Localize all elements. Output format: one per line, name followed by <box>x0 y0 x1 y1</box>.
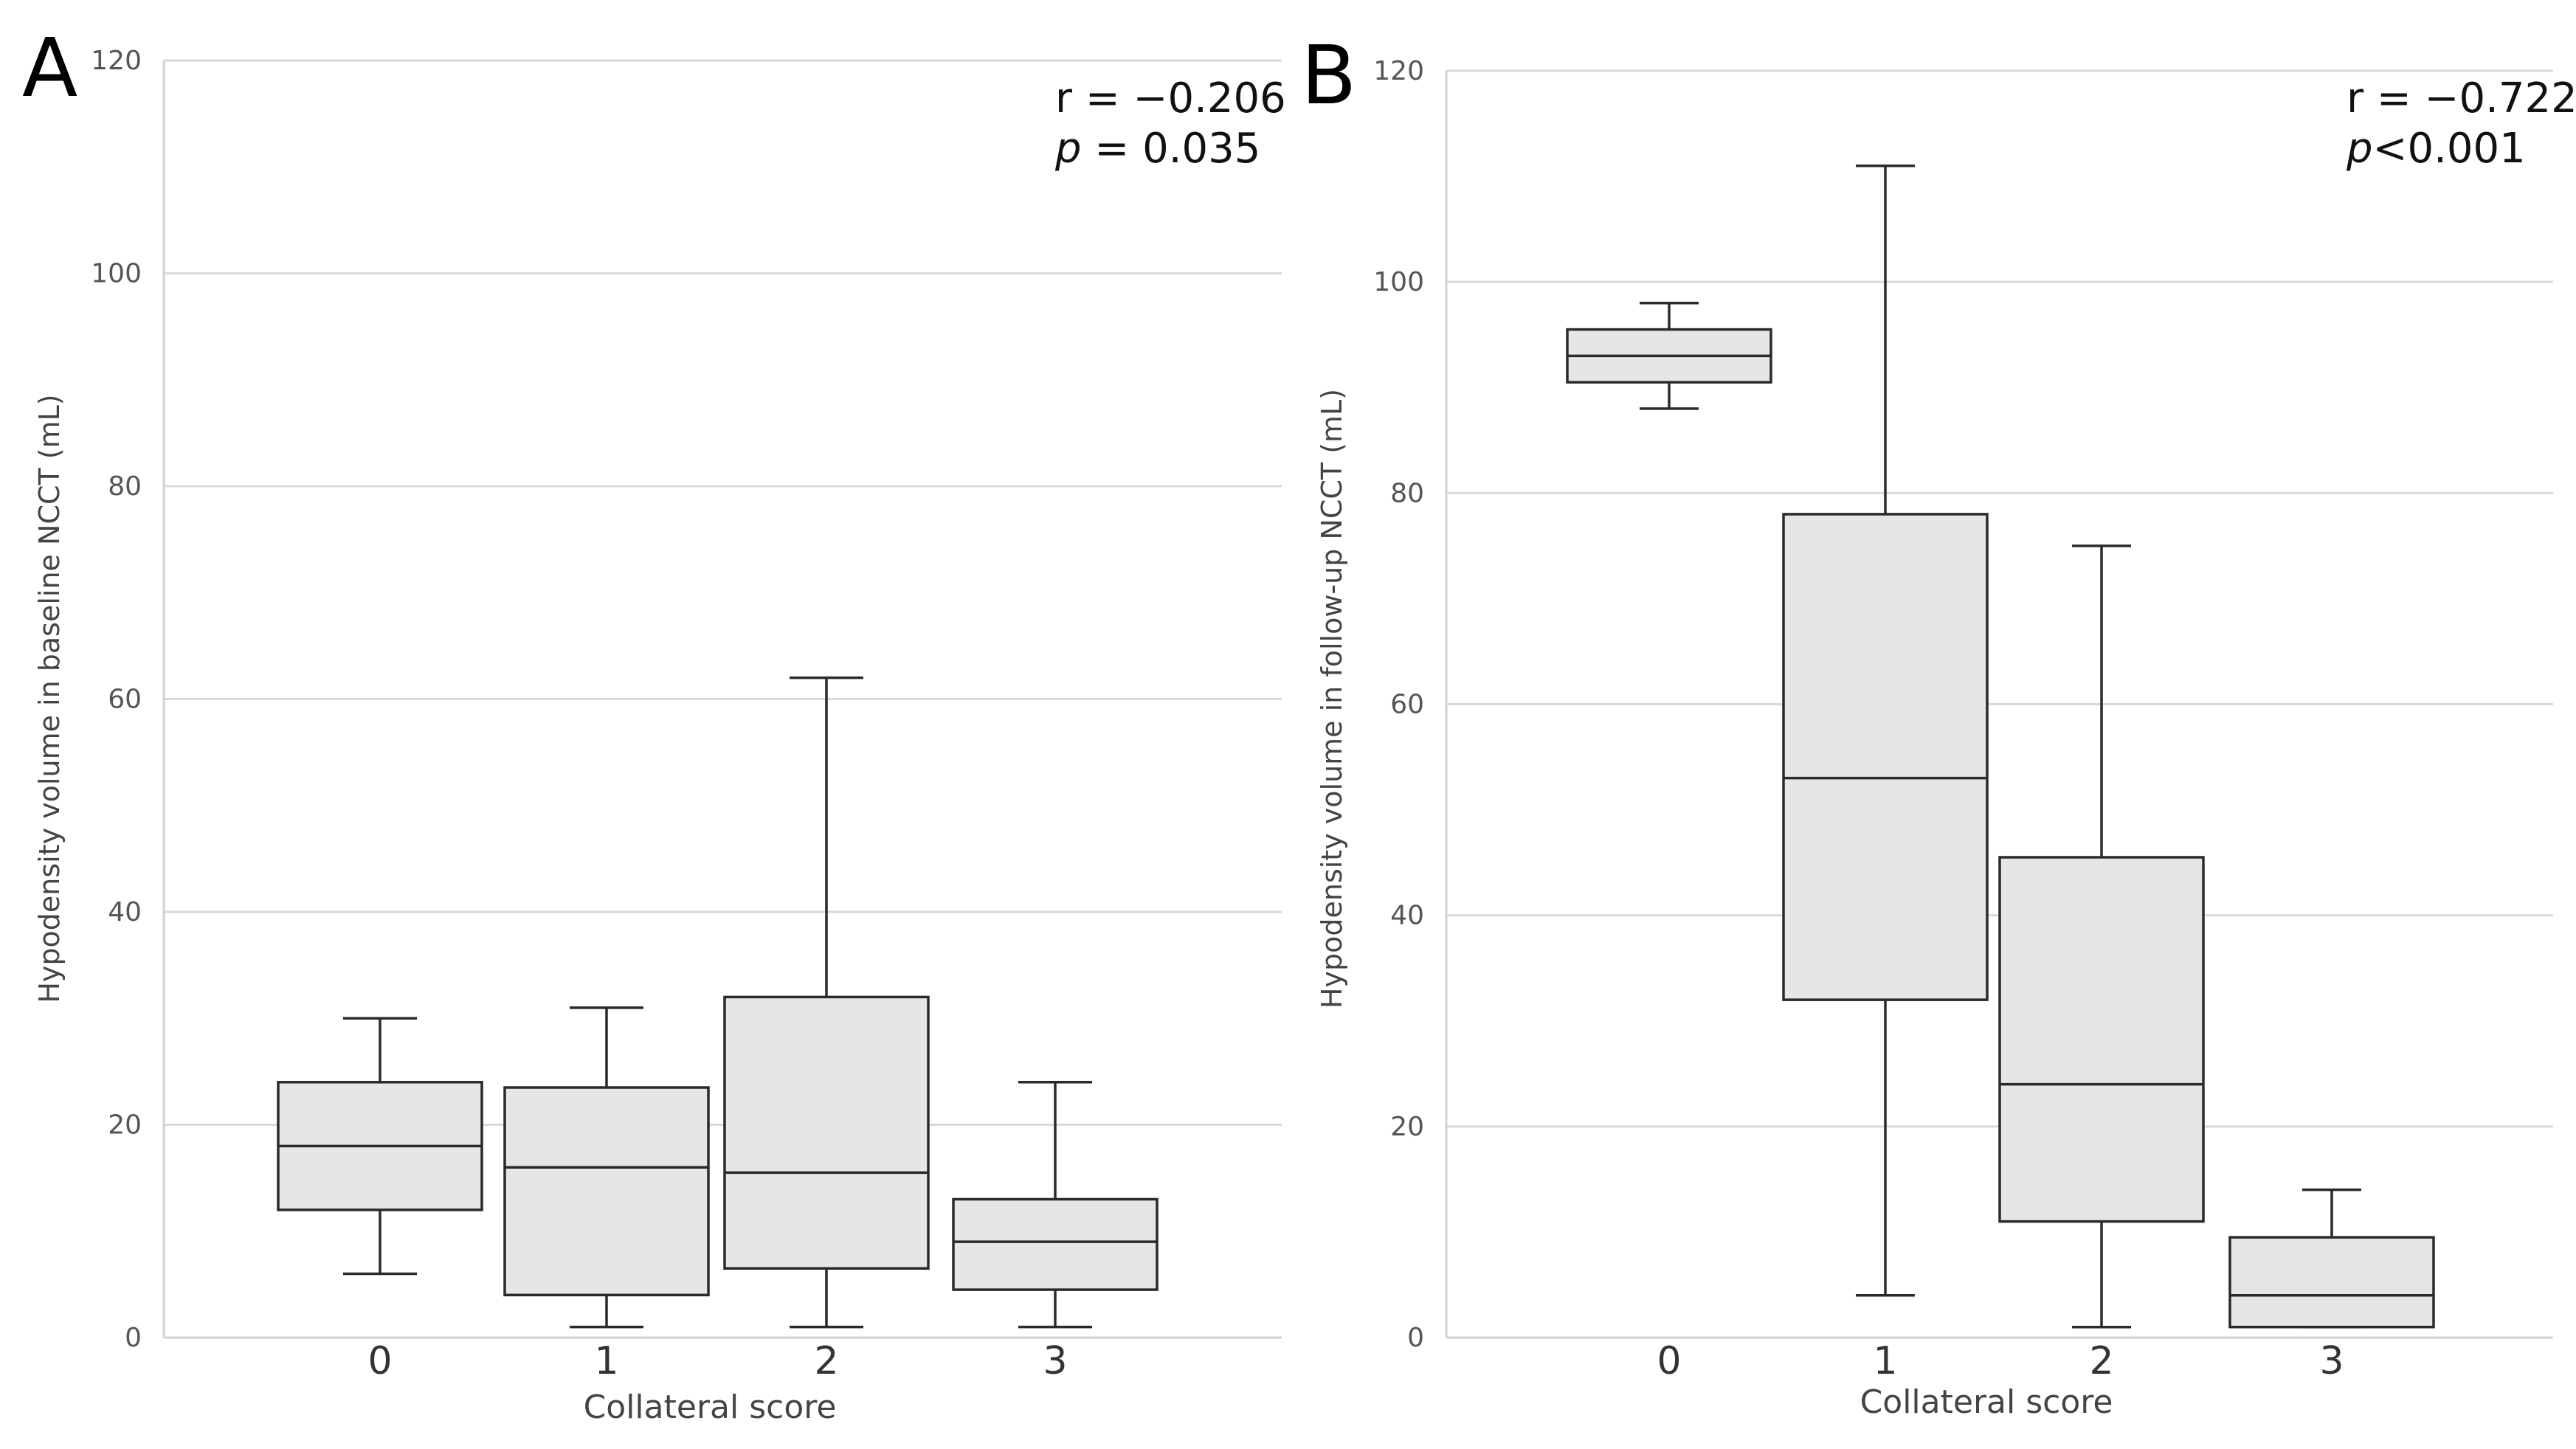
panel-a-y-axis-label: Hypodensity volume in baseline NCCT (mL) <box>33 394 66 1003</box>
panel-b-y-axis-label: Hypodensity volume in follow-up NCCT (mL… <box>1316 389 1348 1009</box>
panel-b-iqr-box-3 <box>2228 1236 2435 1329</box>
panel-b-p-value: <0.001 <box>2373 125 2526 173</box>
panel-a-y-tick-label: 40 <box>108 897 142 927</box>
panel-b-correlation-label: r = <box>2347 75 2425 122</box>
panel-b-x-tick-label: 1 <box>1873 1339 1897 1383</box>
panel-b-y-tick-label: 40 <box>1390 901 1424 931</box>
panel-a-iqr-box-2 <box>723 995 930 1270</box>
panel-a-x-tick-label: 2 <box>814 1339 838 1383</box>
panel-b-x-axis-label: Collateral score <box>1860 1383 2113 1421</box>
panel-b-y-tick-label: 100 <box>1373 267 1424 297</box>
panel-a-y-tick-label: 80 <box>108 471 142 502</box>
panel-b-p-value-text: p<0.001 <box>2346 125 2526 173</box>
panel-b-p-symbol: p <box>2346 125 2373 173</box>
panel-a-y-tick-label: 0 <box>125 1323 142 1353</box>
panel-a-p-value: = 0.035 <box>1082 125 1261 173</box>
panel-b-y-tick-label: 0 <box>1407 1323 1424 1353</box>
panel-a-box-3 <box>952 1081 1158 1329</box>
panel-a-box-1 <box>503 1006 710 1329</box>
panel-a-iqr-box-3 <box>952 1197 1158 1291</box>
panel-b-y-tick-label: 20 <box>1390 1112 1424 1142</box>
panel-a-x-tick-label: 1 <box>594 1339 618 1383</box>
panel-a-y-tick-label: 100 <box>91 259 142 289</box>
panel-b-box-1 <box>1782 165 1989 1297</box>
panel-a-y-tick-label: 20 <box>108 1110 142 1141</box>
panel-b-iqr-box-2 <box>1998 856 2205 1223</box>
panel-a-x-tick-label: 3 <box>1043 1339 1067 1383</box>
panel-b-box-2 <box>1998 544 2205 1329</box>
panel-b-box-3 <box>2228 1188 2435 1329</box>
panel-a-y-tick-label: 60 <box>108 685 142 715</box>
panel-b-x-tick-label: 2 <box>2089 1339 2113 1383</box>
panel-b-correlation-value: −0.722 <box>2425 75 2576 122</box>
panel-b-iqr-box-1 <box>1782 513 1989 1001</box>
panel-a-chart: 0 20 40 60 80 100 120 0 1 2 3 Collateral score Hypod… <box>22 21 1286 1426</box>
panel-b-y-tick-label: 80 <box>1390 478 1424 508</box>
panel-a-correlation-text: r = −0.206 <box>1055 75 1286 122</box>
panel-b-y-tick-label: 120 <box>1373 56 1424 86</box>
panel-b-y-tick-label: 60 <box>1390 690 1424 720</box>
panel-a-y-tick-label: 120 <box>91 46 142 76</box>
panel-b-x-tick-label: 0 <box>1657 1339 1681 1383</box>
panel-b-correlation-text: r = −0.722 <box>2347 75 2576 122</box>
panel-a-box-2 <box>723 676 930 1329</box>
panel-a-correlation-value: −0.206 <box>1133 75 1286 122</box>
panel-a-p-symbol: p <box>1054 125 1082 173</box>
panel-a-p-value-text: p = 0.035 <box>1054 125 1260 173</box>
panel-a-iqr-box-1 <box>503 1086 710 1297</box>
panel-b-chart: 0 20 40 60 80 100 120 0 1 2 3 Collateral score Hypod… <box>1301 28 2576 1421</box>
panel-a-correlation-label: r = <box>1055 75 1133 122</box>
panel-a-x-axis-label: Collateral score <box>584 1389 837 1426</box>
panel-a-letter: A <box>22 21 77 115</box>
panel-b-x-tick-label: 3 <box>2319 1339 2344 1383</box>
panel-a-x-tick-label: 0 <box>367 1339 392 1383</box>
panel-b-letter: B <box>1301 28 1356 122</box>
panel-a-box-0 <box>277 1017 483 1276</box>
panel-b-box-0 <box>1566 302 1772 410</box>
